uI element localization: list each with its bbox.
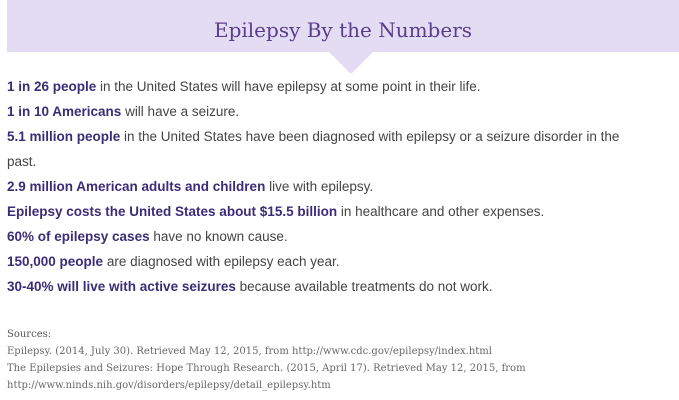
fact-highlight: 1 in 10 Americans bbox=[7, 104, 122, 119]
fact-text: will have a seizure. bbox=[121, 104, 240, 119]
sources-label: Sources: bbox=[7, 329, 52, 340]
fact-item-continued: past. bbox=[7, 149, 675, 174]
fact-item: 150,000 people are diagnosed with epilep… bbox=[7, 249, 675, 274]
facts-list: 1 in 26 people in the United States will… bbox=[7, 74, 675, 299]
fact-item: 1 in 10 Americans will have a seizure. bbox=[7, 99, 675, 124]
fact-highlight: 60% of epilepsy cases bbox=[7, 229, 150, 244]
fact-item: 60% of epilepsy cases have no known caus… bbox=[7, 224, 675, 249]
fact-item: 5.1 million people in the United States … bbox=[7, 124, 675, 149]
fact-text: past. bbox=[7, 154, 37, 169]
fact-item: Epilepsy costs the United States about $… bbox=[7, 199, 675, 224]
fact-text: because available treatments do not work… bbox=[235, 279, 493, 294]
sources-section: Sources: Epilepsy. (2014, July 30). Retr… bbox=[7, 326, 675, 394]
page-title: Epilepsy By the Numbers bbox=[213, 18, 473, 42]
fact-text: have no known cause. bbox=[149, 229, 288, 244]
fact-text: live with epilepsy. bbox=[265, 179, 374, 194]
source-citation-url: http://www.ninds.nih.gov/disorders/epile… bbox=[7, 380, 331, 391]
fact-text: are diagnosed with epilepsy each year. bbox=[103, 254, 340, 269]
fact-highlight: 150,000 people bbox=[7, 254, 104, 269]
source-citation: Epilepsy. (2014, July 30). Retrieved May… bbox=[7, 346, 492, 357]
header-banner bbox=[7, 0, 679, 52]
fact-highlight: 30-40% will live with active seizures bbox=[7, 279, 236, 294]
fact-text: in the United States will have epilepsy … bbox=[96, 79, 481, 94]
fact-item: 2.9 million American adults and children… bbox=[7, 174, 675, 199]
header-arrow bbox=[329, 52, 373, 74]
fact-highlight: 5.1 million people bbox=[7, 129, 121, 144]
fact-highlight: 2.9 million American adults and children bbox=[7, 179, 266, 194]
fact-item: 30-40% will live with active seizures be… bbox=[7, 274, 675, 299]
fact-item: 1 in 26 people in the United States will… bbox=[7, 74, 675, 99]
fact-text: in healthcare and other expenses. bbox=[337, 204, 545, 219]
source-citation: The Epilepsies and Seizures: Hope Throug… bbox=[7, 363, 526, 374]
fact-text: in the United States have been diagnosed… bbox=[120, 129, 620, 144]
fact-highlight: 1 in 26 people bbox=[7, 79, 97, 94]
fact-highlight: Epilepsy costs the United States about $… bbox=[7, 204, 338, 219]
